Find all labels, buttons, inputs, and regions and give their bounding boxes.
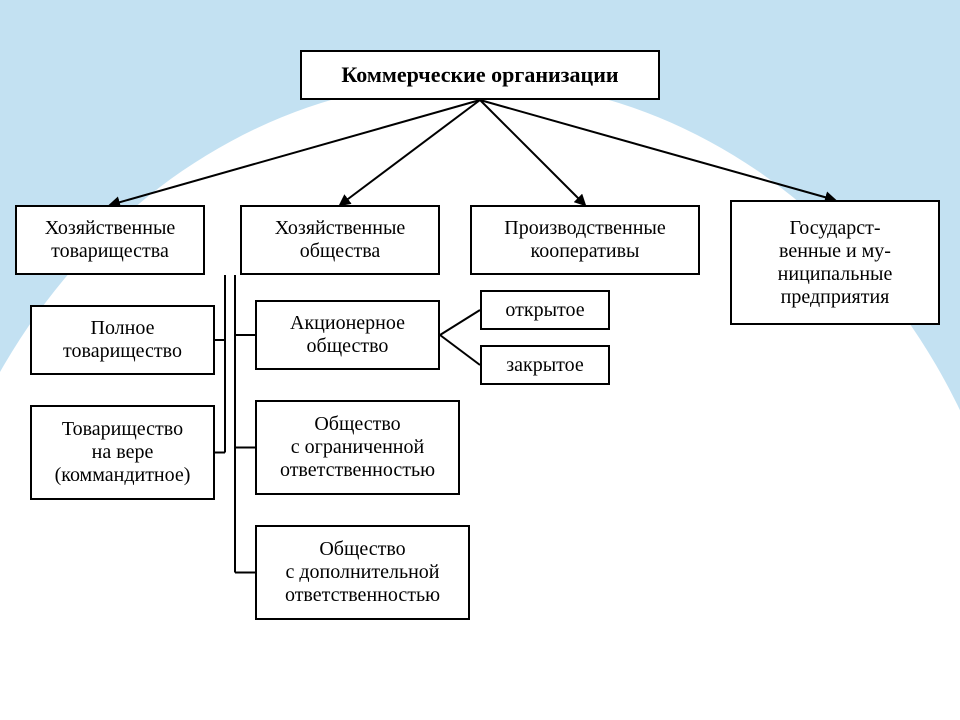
node-label: Производственные кооперативы — [504, 217, 666, 263]
node-c1a: Полное товарищество — [30, 305, 215, 375]
node-c2: Хозяйственные общества — [240, 205, 440, 275]
diagram-canvas: Коммерческие организации Хозяйственные то… — [0, 0, 960, 720]
node-c2c: Общество с дополнительной ответственност… — [255, 525, 470, 620]
node-label: Хозяйственные товарищества — [45, 217, 176, 263]
node-c1b: Товарищество на вере (коммандитное) — [30, 405, 215, 500]
node-c4: Государст- венные и му- ниципальные пред… — [730, 200, 940, 325]
node-label: Акционерное общество — [290, 312, 405, 358]
node-label: Хозяйственные общества — [275, 217, 406, 263]
node-label: Государст- венные и му- ниципальные пред… — [778, 217, 893, 309]
node-label: закрытое — [506, 354, 584, 377]
node-c2a: Акционерное общество — [255, 300, 440, 370]
node-label: Товарищество на вере (коммандитное) — [55, 418, 191, 487]
node-c3: Производственные кооперативы — [470, 205, 700, 275]
node-root: Коммерческие организации — [300, 50, 660, 100]
node-c2a2: закрытое — [480, 345, 610, 385]
node-label: открытое — [505, 299, 584, 322]
node-c2a1: открытое — [480, 290, 610, 330]
node-c1: Хозяйственные товарищества — [15, 205, 205, 275]
node-label: Полное товарищество — [63, 317, 182, 363]
node-label: Общество с дополнительной ответственност… — [285, 538, 440, 607]
node-label: Коммерческие организации — [341, 62, 618, 87]
node-c2b: Общество с ограниченной ответственностью — [255, 400, 460, 495]
node-label: Общество с ограниченной ответственностью — [280, 413, 435, 482]
background-ellipse — [0, 80, 960, 720]
